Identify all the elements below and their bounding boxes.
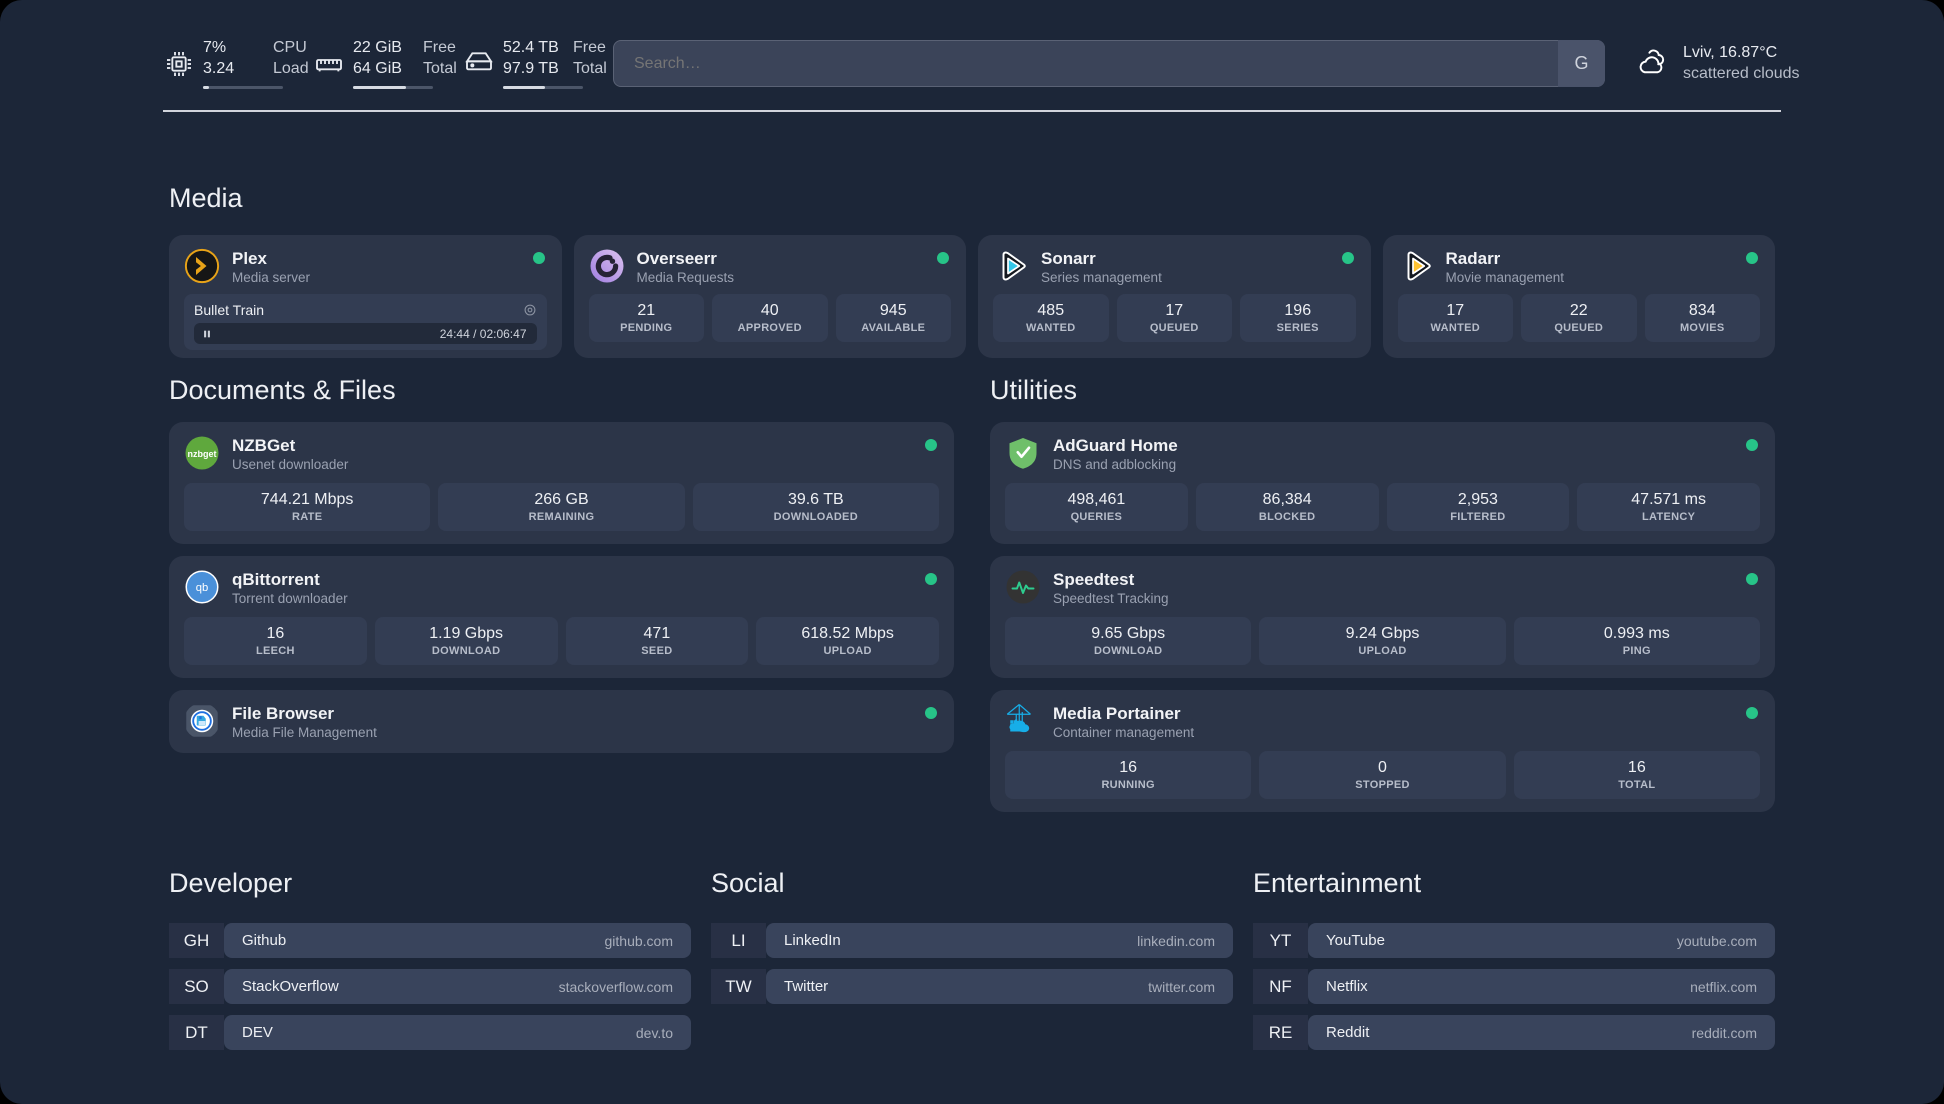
svg-text:nzbget: nzbget <box>188 449 217 459</box>
svg-text:qb: qb <box>196 582 209 594</box>
